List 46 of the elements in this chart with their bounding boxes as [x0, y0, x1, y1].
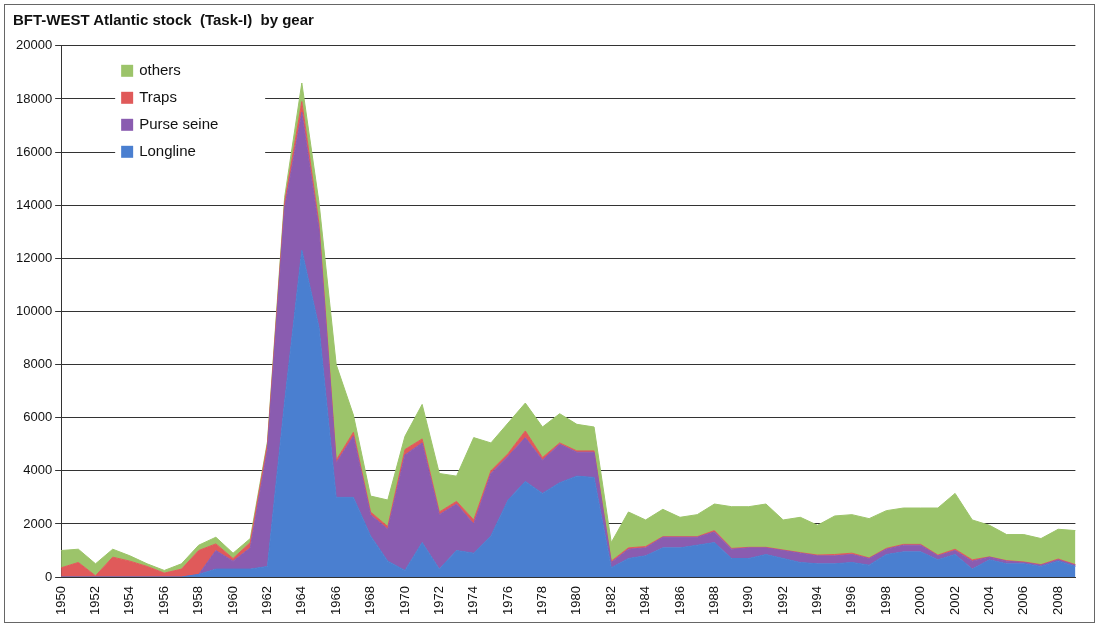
x-tick-label: 1990 [740, 586, 756, 615]
x-tick-label: 1986 [671, 586, 687, 615]
x-tick-label: 1974 [465, 586, 481, 615]
legend-label: Longline [139, 141, 196, 159]
x-tick-label: 1958 [190, 586, 206, 615]
x-tick-label: 1966 [327, 586, 343, 615]
x-tick-label: 1984 [637, 586, 653, 615]
x-tick-label: 1954 [121, 586, 137, 615]
x-tick-label: 1988 [705, 586, 721, 615]
x-tick-label: 2004 [981, 586, 997, 615]
x-tick-label: 1978 [534, 586, 550, 615]
x-tick-label: 1992 [774, 586, 790, 615]
x-tick-label: 2008 [1049, 586, 1065, 615]
x-tick-label: 1952 [87, 586, 103, 615]
y-tick-label: 20000 [15, 37, 53, 53]
chart-title: BFT-WEST Atlantic stock (Task-I) by gear [13, 11, 314, 28]
x-tick-label: 1960 [224, 586, 240, 615]
y-tick-label: 12000 [15, 249, 53, 265]
x-tick-label: 1996 [843, 586, 859, 615]
y-tick-label: 0 [44, 568, 53, 584]
y-tick-label: 10000 [15, 303, 53, 319]
x-tick-label: 1982 [602, 586, 618, 615]
y-tick-label: 8000 [23, 356, 53, 372]
x-tick-label: 2000 [912, 586, 928, 615]
x-tick-label: 1976 [499, 586, 515, 615]
x-tick-label: 1950 [52, 586, 68, 615]
y-tick-label: 14000 [15, 196, 53, 212]
x-tick-label: 1998 [877, 586, 893, 615]
x-tick-label: 1962 [259, 586, 275, 615]
x-tick-label: 2002 [946, 586, 962, 615]
legend-label: Purse seine [139, 114, 219, 132]
y-tick-label: 6000 [23, 409, 53, 425]
y-tick-label: 2000 [23, 515, 53, 531]
x-tick-label: 2006 [1015, 586, 1031, 615]
x-tick-label: 1956 [155, 586, 171, 615]
y-tick-label: 4000 [23, 462, 53, 478]
x-tick-label: 1980 [568, 586, 584, 615]
x-tick-label: 1964 [293, 586, 309, 615]
x-tick-label: 1994 [809, 586, 825, 615]
x-tick-label: 1968 [362, 586, 378, 615]
y-tick-label: 18000 [15, 90, 53, 106]
legend-label: others [139, 60, 181, 78]
x-tick-label: 1972 [430, 586, 446, 615]
legend-label: Traps [139, 87, 177, 105]
y-tick-label: 16000 [15, 143, 53, 159]
x-tick-label: 1970 [396, 586, 412, 615]
